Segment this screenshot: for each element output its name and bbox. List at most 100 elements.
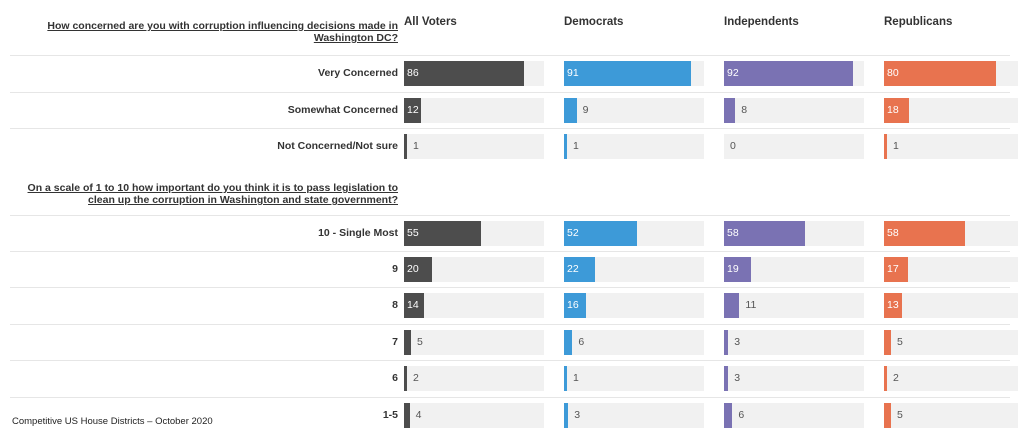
data-label: 5 (417, 336, 423, 348)
bar-track (564, 134, 704, 159)
bar-track (564, 98, 704, 123)
data-label: 14 (407, 299, 419, 311)
bar-track (884, 330, 1018, 355)
data-label: 13 (887, 299, 899, 311)
bar-track (724, 330, 864, 355)
row-divider (10, 287, 1010, 288)
bar (564, 293, 587, 318)
bar (724, 403, 733, 428)
data-label: 3 (734, 336, 741, 348)
bar (564, 61, 692, 86)
bar (724, 221, 806, 246)
bar (564, 257, 595, 282)
bar (724, 98, 736, 123)
bar (404, 221, 481, 246)
bar-track (724, 293, 864, 318)
bar (404, 98, 421, 123)
bar (564, 366, 567, 391)
row-label: Not Concerned/Not sure (277, 140, 398, 152)
bar (564, 134, 567, 159)
bar-track (724, 403, 864, 428)
question-title: On a scale of 1 to 10 how important do y… (27, 182, 398, 206)
bar-track (404, 366, 544, 391)
data-label: 2 (413, 372, 419, 384)
row-divider (10, 251, 1010, 252)
bar-track (564, 293, 704, 318)
bar-track (724, 366, 864, 391)
data-label: 5 (897, 336, 903, 348)
bar-track (884, 134, 1018, 159)
row-label: 7 (392, 336, 398, 348)
bar-track (564, 330, 704, 355)
bar (564, 98, 577, 123)
bar-track (404, 330, 544, 355)
bar-track (564, 366, 704, 391)
data-label: 11 (745, 299, 757, 311)
row-label: 8 (392, 299, 398, 311)
data-label: 20 (407, 263, 419, 275)
row-label: 6 (392, 372, 398, 384)
data-label: 8 (741, 104, 748, 116)
data-label: 16 (567, 299, 579, 311)
row-label: Somewhat Concerned (287, 104, 398, 116)
bar (724, 293, 740, 318)
bar (884, 257, 908, 282)
data-label: 2 (893, 372, 899, 384)
data-label: 3 (574, 409, 581, 421)
data-label: 18 (887, 104, 899, 116)
column-header: Democrats (564, 16, 624, 28)
column-header: Independents (724, 16, 799, 28)
bar-track (404, 403, 544, 428)
bar-track (404, 134, 544, 159)
bar (724, 330, 729, 355)
question-title: How concerned are you with corruption in… (47, 20, 398, 44)
column-header: Republicans (884, 16, 953, 28)
data-label: 1 (893, 140, 899, 152)
data-label: 86 (407, 67, 419, 79)
data-label: 55 (407, 227, 419, 239)
bar (724, 366, 729, 391)
data-label: 22 (567, 263, 579, 275)
bar (884, 330, 891, 355)
data-label: 6 (738, 409, 745, 421)
row-label: 1-5 (382, 409, 398, 421)
row-divider (10, 324, 1010, 325)
bar (404, 330, 411, 355)
bar (404, 293, 424, 318)
bar (564, 330, 573, 355)
bar (404, 366, 407, 391)
data-label: 17 (887, 263, 899, 275)
bar-track (724, 98, 864, 123)
bar (884, 98, 910, 123)
bar (884, 61, 996, 86)
row-label: 10 - Single Most (318, 227, 398, 239)
data-label: 1 (573, 140, 579, 152)
row-divider (10, 128, 1010, 129)
row-label: 9 (392, 263, 398, 275)
bar (404, 134, 407, 159)
data-label: 6 (578, 336, 585, 348)
data-label: 4 (415, 409, 422, 421)
row-divider (10, 55, 1010, 56)
data-label: 5 (897, 409, 903, 421)
data-label: 80 (887, 67, 899, 79)
bar (404, 403, 410, 428)
bar-track (564, 403, 704, 428)
data-label: 52 (567, 227, 579, 239)
data-label: 58 (887, 227, 899, 239)
data-label: 12 (407, 104, 419, 116)
bar (564, 403, 569, 428)
bar (884, 403, 891, 428)
bar-track (884, 403, 1018, 428)
bar-track (884, 293, 1018, 318)
row-divider (10, 397, 1010, 398)
data-label: 9 (582, 104, 589, 116)
data-label: 58 (727, 227, 739, 239)
bar (884, 221, 966, 246)
data-label: 1 (573, 372, 579, 384)
data-label: 1 (413, 140, 419, 152)
bar-track (404, 98, 544, 123)
data-label: 3 (734, 372, 741, 384)
bar (724, 61, 853, 86)
